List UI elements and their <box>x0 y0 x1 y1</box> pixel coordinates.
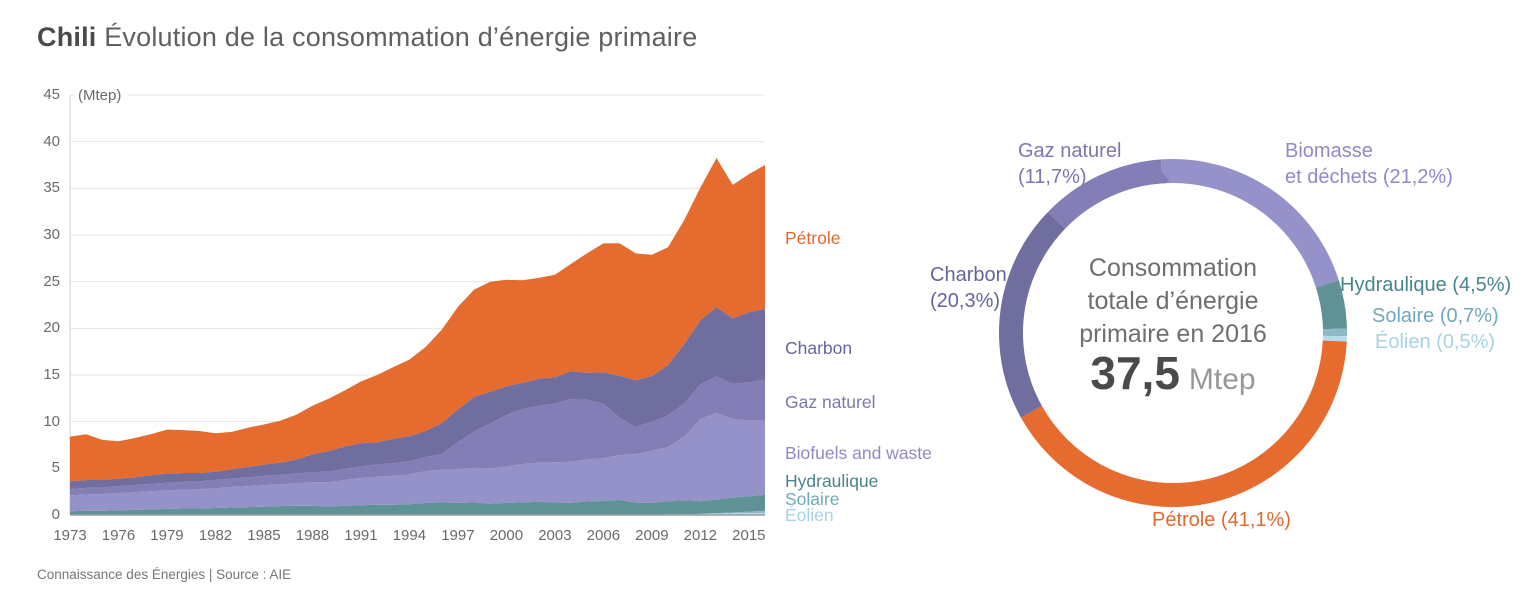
donut-label-solaire: Solaire (0,7%) <box>1372 305 1499 327</box>
area-band-hydraulique <box>70 494 765 515</box>
x-tick-label: 1976 <box>101 527 136 544</box>
y-tick-label: 25 <box>43 272 60 290</box>
y-tick-label: 15 <box>43 366 60 383</box>
legend-petrole: Pétrole <box>785 228 841 248</box>
donut-label-biomasse: Biomasse et déchets (21,2%) <box>1285 140 1453 188</box>
x-tick-label: 1994 <box>392 527 427 544</box>
area-band-charbon <box>70 307 765 489</box>
donut-slice-petrole <box>999 159 1347 507</box>
x-tick-label: 1982 <box>198 527 233 544</box>
y-tick-label: 10 <box>43 412 60 430</box>
x-tick-label: 2015 <box>732 527 766 544</box>
donut-total-value: 37,5 <box>1090 347 1180 399</box>
y-tick-label: 35 <box>43 179 60 197</box>
donut-center-caption: Consommation totale d’énergie primaire e… <box>1079 254 1267 348</box>
x-tick-label: 1973 <box>53 527 87 544</box>
donut-center-text: Consommation totale d’énergie primaire e… <box>1023 252 1323 398</box>
page-title: Chili Évolution de la consommation d’éne… <box>37 22 697 53</box>
x-tick-label: 1991 <box>344 527 378 544</box>
x-tick-label: 1979 <box>150 527 184 544</box>
stacked-area-chart <box>69 94 765 516</box>
y-tick-label: 0 <box>51 506 60 523</box>
x-tick-label: 1997 <box>441 527 475 544</box>
donut-chart <box>999 159 1347 507</box>
donut-slice-charbon <box>999 159 1347 507</box>
y-tick-label: 30 <box>43 226 60 243</box>
title-subject: Évolution de la consommation d’énergie p… <box>104 22 698 52</box>
x-tick-label: 2000 <box>489 527 524 544</box>
donut-slice-hydraulique <box>999 159 1347 507</box>
legend-gaz: Gaz naturel <box>785 392 876 412</box>
y-axis-unit: (Mtep) <box>74 87 129 104</box>
legend-biomasse: Biofuels and waste <box>785 443 932 463</box>
y-tick-label: 5 <box>51 459 60 477</box>
x-tick-label: 2012 <box>683 527 718 544</box>
legend-eolien: Éolien <box>785 505 834 525</box>
donut-total-unit: Mtep <box>1188 363 1256 396</box>
donut-label-charbon: Charbon (20,3%) <box>930 264 1007 312</box>
x-tick-label: 1988 <box>295 527 330 544</box>
x-tick-label: 2003 <box>538 527 572 544</box>
donut-label-petrole: Pétrole (41,1%) <box>1152 509 1291 531</box>
donut-total: 37,5 Mtep <box>1023 350 1323 398</box>
source-credit: Connaissance des Énergies | Source : AIE <box>37 567 292 582</box>
donut-label-hydraulique: Hydraulique (4,5%) <box>1340 274 1512 296</box>
legend-solaire: Solaire <box>785 489 840 509</box>
x-tick-label: 2006 <box>586 527 621 544</box>
donut-slice-biomasse <box>999 159 1347 507</box>
title-country: Chili <box>37 22 97 52</box>
x-tick-label: 1985 <box>247 527 281 544</box>
y-tick-label: 45 <box>43 86 60 103</box>
legend-hydraulique: Hydraulique <box>785 471 879 491</box>
area-band-biomasse <box>70 412 765 512</box>
donut-label-gaz-naturel: Gaz naturel (11,7%) <box>1018 140 1122 188</box>
area-band-petrole <box>70 158 765 482</box>
area-band-gaz <box>70 376 765 496</box>
legend-charbon: Charbon <box>785 338 853 358</box>
y-tick-label: 20 <box>43 319 60 337</box>
x-tick-label: 2009 <box>635 527 669 544</box>
y-tick-label: 40 <box>43 132 60 150</box>
donut-label-eolien: Éolien (0,5%) <box>1375 331 1496 353</box>
